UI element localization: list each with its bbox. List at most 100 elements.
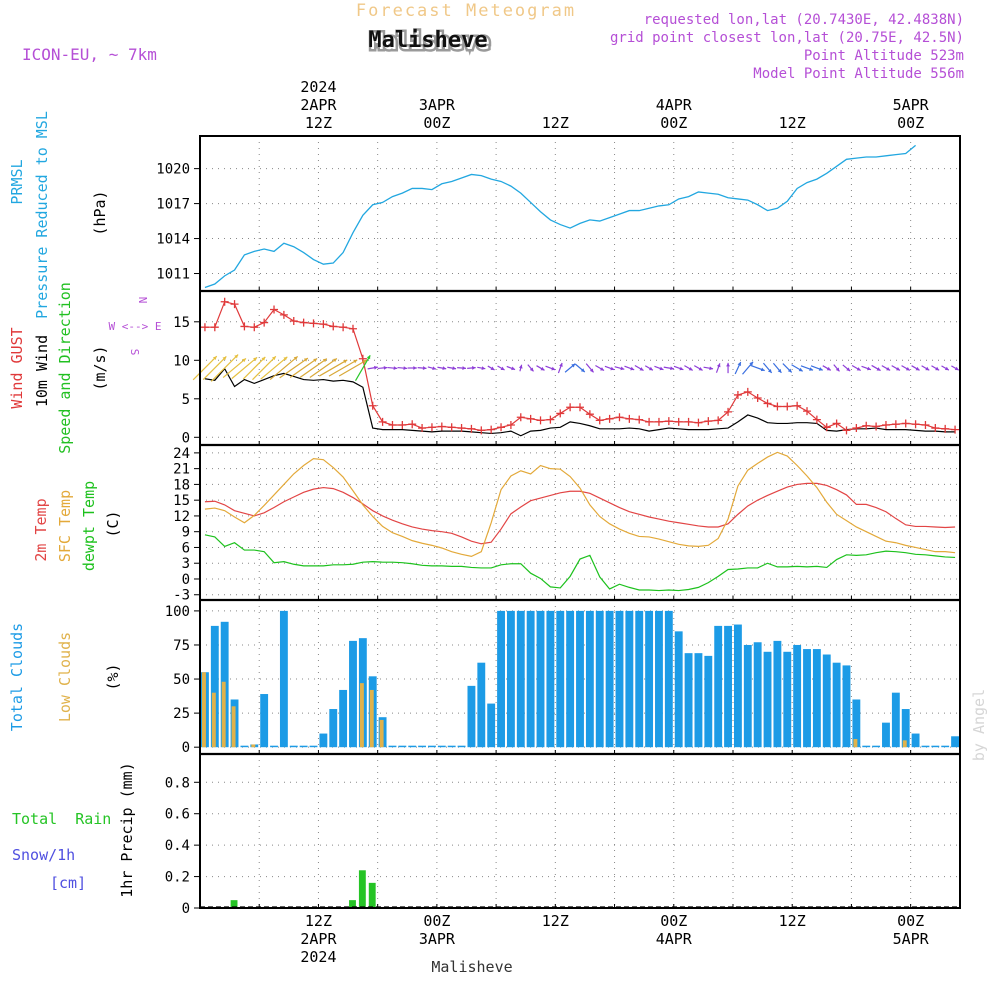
pressure-label-prmsl: PRMSL bbox=[8, 159, 26, 204]
bottom-axis-label: 2024 bbox=[300, 948, 336, 966]
low-cloud-bar bbox=[379, 719, 384, 748]
gust-marker bbox=[832, 419, 841, 428]
gust-marker bbox=[418, 424, 427, 433]
gust-marker bbox=[911, 420, 920, 429]
total-cloud-bar bbox=[941, 745, 950, 748]
requested-coords: requested lon,lat (20.7430E, 42.4838N) bbox=[644, 12, 964, 28]
wind-arrow bbox=[252, 355, 277, 381]
wind-arrow-head bbox=[856, 367, 861, 371]
wind-arrow-head bbox=[362, 360, 367, 364]
gust-marker bbox=[654, 417, 663, 426]
wind-arrow-head bbox=[679, 366, 684, 371]
gust-marker bbox=[753, 394, 762, 403]
gust-marker bbox=[842, 426, 851, 435]
wind-arrow-head bbox=[432, 366, 437, 371]
wind-arrow-head bbox=[540, 366, 545, 371]
wind-arrow-head bbox=[709, 366, 714, 371]
gust-marker bbox=[803, 407, 812, 416]
total-cloud-bar bbox=[506, 610, 515, 748]
y-tick-label: 1017 bbox=[156, 197, 190, 213]
wind-arrow-head bbox=[383, 365, 388, 370]
wind-arrow-head bbox=[648, 366, 653, 371]
wind-arrow-head bbox=[925, 366, 930, 371]
panel-precip: 0 0.2 0.4 0.6 0.8 bbox=[165, 753, 961, 917]
total-cloud-bar bbox=[684, 653, 693, 748]
wind-arrow-head bbox=[659, 366, 664, 371]
y-tick-label: 18 bbox=[173, 477, 190, 493]
wind-arrow-head bbox=[737, 362, 741, 367]
wind-arrow-head bbox=[876, 367, 881, 371]
wind-arrow-head bbox=[915, 366, 920, 371]
gust-marker bbox=[852, 424, 861, 433]
precip-labels: Total Rain Snow/1h [cm] 1hr Precip (mm) bbox=[12, 762, 136, 897]
gust-marker bbox=[368, 401, 377, 410]
total-cloud-bar bbox=[477, 662, 486, 748]
wind-arrow-head bbox=[610, 366, 615, 371]
gust-marker bbox=[941, 424, 950, 433]
precip-label-snow: Snow/1h bbox=[12, 846, 75, 864]
wind-arrow-head bbox=[767, 368, 772, 373]
y-tick-label: 10 bbox=[173, 353, 190, 369]
gust-marker bbox=[516, 413, 525, 422]
gust-marker bbox=[220, 297, 229, 306]
total-cloud-bar bbox=[418, 745, 427, 748]
gust-marker bbox=[783, 402, 792, 411]
total-cloud-bar bbox=[329, 709, 338, 748]
wind-arrow-head bbox=[518, 364, 523, 369]
total-cloud-bar bbox=[408, 745, 417, 748]
gust-marker bbox=[645, 417, 654, 426]
wind-arrow-head bbox=[490, 366, 495, 370]
y-tick-label: 15 bbox=[173, 315, 190, 331]
wind-arrow bbox=[299, 358, 328, 378]
wind-arrow-head bbox=[242, 358, 246, 363]
gust-marker bbox=[635, 415, 644, 424]
y-tick-label: 25 bbox=[173, 706, 190, 722]
panel-wind: 0 5 10 15 bbox=[173, 290, 961, 446]
wind-arrow-head bbox=[452, 366, 457, 371]
forecast-title: Forecast Meteogram bbox=[356, 1, 576, 21]
wind-arrow-head bbox=[222, 356, 227, 361]
wind-arrow-head bbox=[826, 366, 831, 371]
total-cloud-bar bbox=[951, 736, 959, 748]
total-cloud-bar bbox=[882, 722, 890, 748]
total-cloud-bar bbox=[240, 745, 249, 748]
y-tick-label: 24 bbox=[173, 446, 190, 462]
total-cloud-bar bbox=[901, 709, 910, 748]
total-cloud-bar bbox=[585, 610, 594, 748]
wind-arrow-head bbox=[571, 363, 576, 368]
wind-arrow-head bbox=[620, 366, 625, 371]
total-cloud-bar bbox=[388, 745, 397, 748]
top-axis-label: 4APR bbox=[656, 96, 693, 114]
total-cloud-bar bbox=[674, 631, 683, 748]
y-tick-label: 1011 bbox=[156, 267, 190, 283]
gust-marker bbox=[931, 424, 940, 433]
total-cloud-bar bbox=[487, 703, 496, 748]
gust-marker bbox=[240, 322, 249, 331]
wind-arrow-head bbox=[896, 366, 901, 371]
bottom-location: Malisheve bbox=[431, 958, 512, 976]
top-axis-label: 12Z bbox=[542, 114, 569, 132]
panel-clouds: 0 25 50 75 100 bbox=[165, 599, 961, 756]
wind-arrow bbox=[192, 355, 218, 381]
wind-arrow bbox=[222, 357, 247, 379]
gust-marker bbox=[812, 415, 821, 424]
y-tick-label: 50 bbox=[173, 672, 190, 688]
y-tick-label: 3 bbox=[182, 556, 190, 572]
wind-arrow bbox=[260, 356, 288, 380]
total-cloud-bar bbox=[931, 745, 940, 748]
gust-marker bbox=[526, 414, 535, 423]
gust-marker bbox=[250, 323, 259, 332]
gust-marker bbox=[595, 416, 604, 425]
wind-arrow-head bbox=[332, 358, 337, 363]
top-axis-label: 00Z bbox=[423, 114, 450, 132]
total-cloud-bar bbox=[615, 610, 624, 748]
wind-arrow-head bbox=[639, 367, 644, 371]
top-axis-label: 00Z bbox=[897, 114, 924, 132]
bottom-axis-label: 00Z bbox=[897, 912, 924, 930]
wind-label-dir: Speed and Direction bbox=[56, 282, 74, 454]
gust-marker bbox=[674, 417, 683, 426]
temp-2m-line bbox=[204, 482, 956, 545]
total-cloud-bar bbox=[349, 640, 357, 748]
total-cloud-bar bbox=[516, 610, 525, 748]
wind-arrow-head bbox=[760, 367, 765, 372]
